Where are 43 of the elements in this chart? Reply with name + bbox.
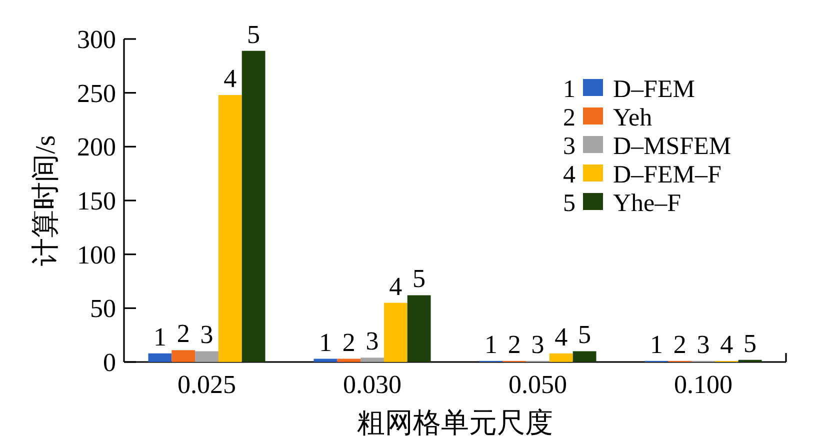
bar-annotation: 1 xyxy=(153,322,166,352)
xtick-label: 0.100 xyxy=(674,370,732,399)
bar-annotation: 3 xyxy=(531,330,544,359)
ytick-label: 0 xyxy=(103,348,116,377)
bar-annotation: 4 xyxy=(554,322,568,352)
ylabel: 计算时间/s xyxy=(30,135,62,266)
ytick-label: 100 xyxy=(77,240,116,270)
ytick-label: 250 xyxy=(77,78,116,108)
bar-annotation: 3 xyxy=(200,320,214,350)
xlabel: 粗网格单元尺度 xyxy=(357,408,553,439)
bar-annotation: 1 xyxy=(650,330,663,359)
xtick-label: 0.025 xyxy=(178,370,236,399)
bar-annotation: 2 xyxy=(176,319,190,348)
bar-annotation: 5 xyxy=(412,264,426,294)
legend-label: Yhe–F xyxy=(613,190,682,217)
legend-key: 3 xyxy=(563,133,576,160)
bar-annotation: 3 xyxy=(696,330,710,359)
legend-key: 5 xyxy=(563,190,576,217)
bar-annotation: 3 xyxy=(366,326,379,356)
bar-annotation: 2 xyxy=(508,330,521,359)
ytick-label: 50 xyxy=(90,294,116,324)
bar-annotation: 5 xyxy=(744,328,757,358)
bar-annotation: 4 xyxy=(389,272,402,301)
legend-label: Yeh xyxy=(613,104,652,132)
bar-annotation: 2 xyxy=(342,328,356,357)
bar-annotation: 4 xyxy=(720,330,734,359)
ytick-label: 300 xyxy=(77,25,116,54)
legend-key: 1 xyxy=(563,76,576,103)
bar-annotation: 2 xyxy=(673,330,686,359)
ytick-label: 200 xyxy=(77,132,116,162)
legend-label: D–FEM xyxy=(613,76,695,103)
bar-annotation: 1 xyxy=(318,328,332,357)
bar-annotation: 4 xyxy=(224,64,237,93)
bar-annotation: 5 xyxy=(247,20,260,49)
legend-label: D–MSFEM xyxy=(613,133,732,160)
legend-key: 4 xyxy=(563,162,576,188)
xtick-label: 0.050 xyxy=(508,370,567,399)
xtick-label: 0.030 xyxy=(343,370,402,399)
legend-label: D–FEM–F xyxy=(613,162,722,188)
ytick-label: 150 xyxy=(77,186,116,216)
bar-annotation: 1 xyxy=(484,330,498,359)
legend-key: 2 xyxy=(563,104,576,132)
bar-annotation: 5 xyxy=(578,320,592,350)
